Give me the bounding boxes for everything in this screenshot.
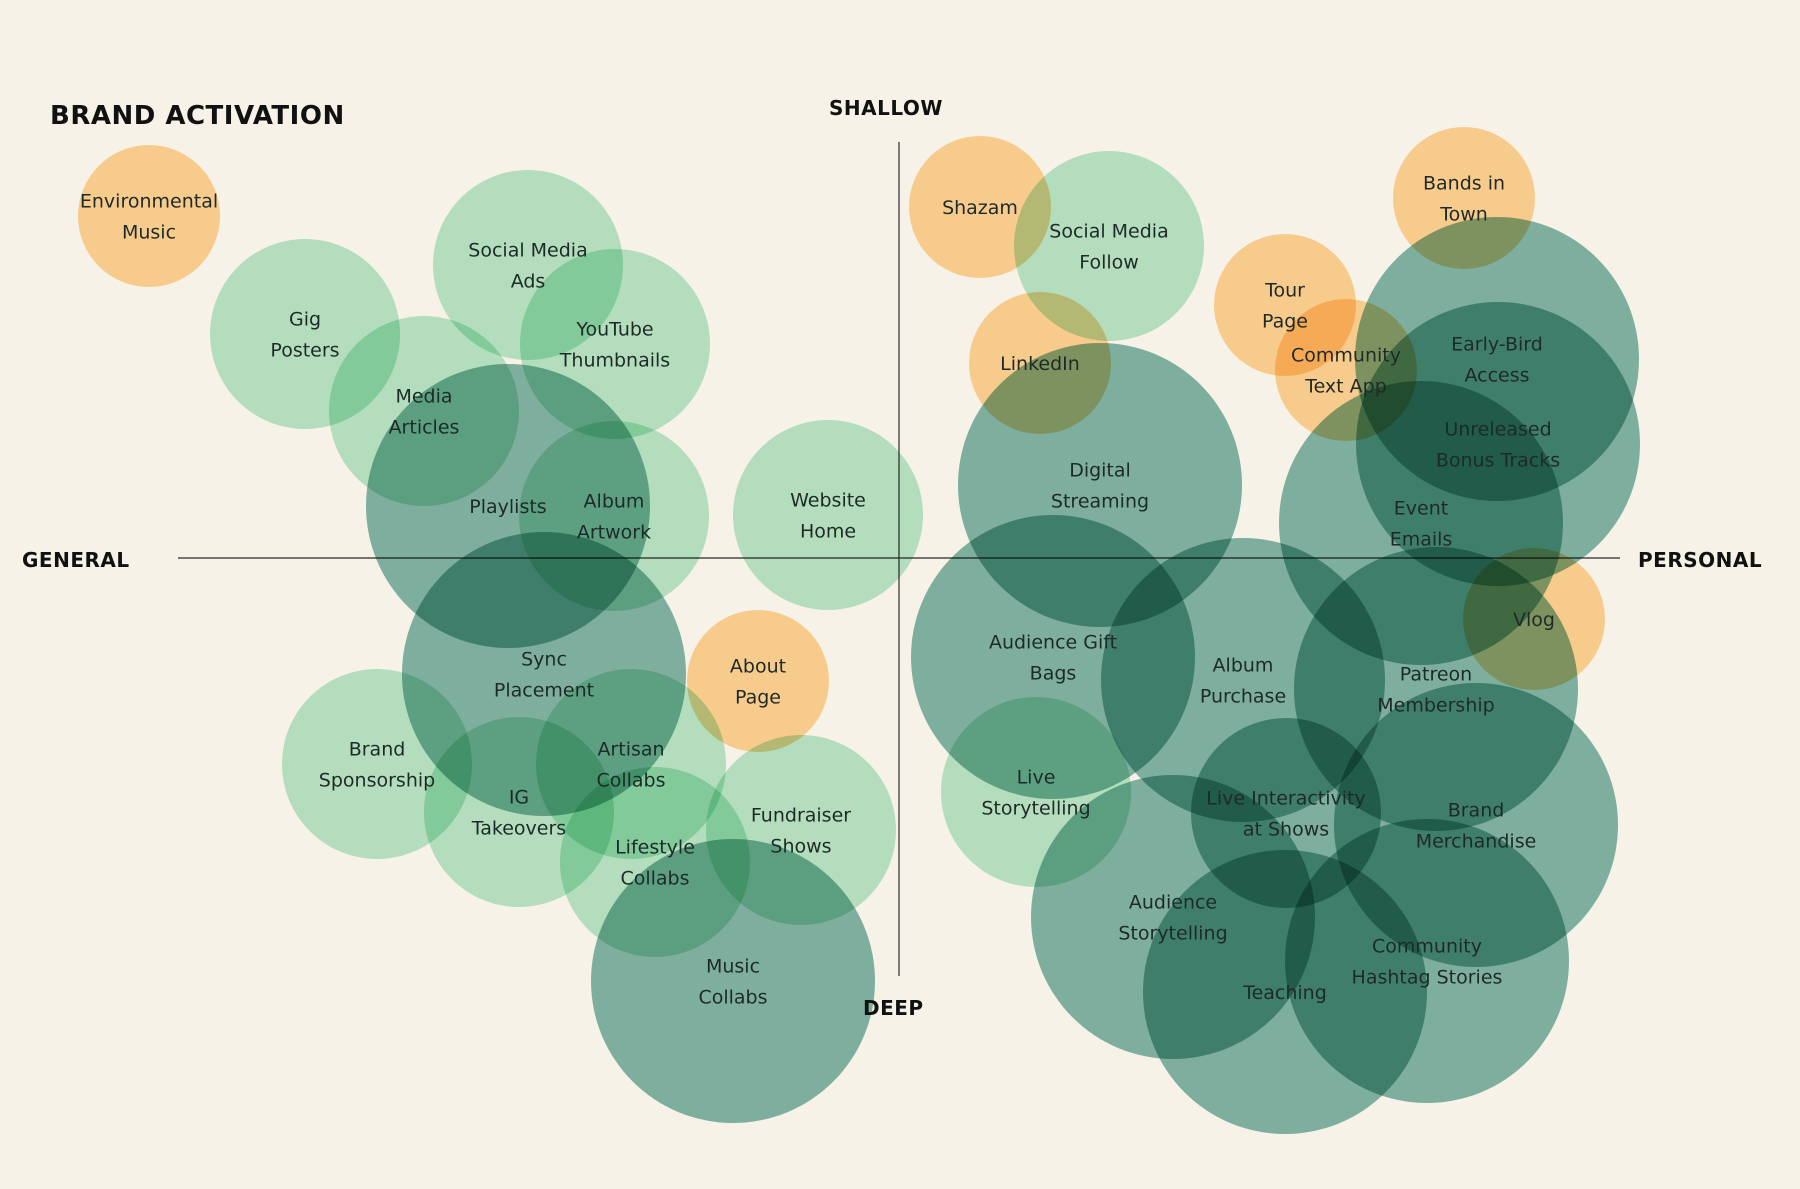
axis-label-shallow: SHALLOW [829, 96, 943, 120]
bubble-label-music-collabs: Music Collabs [698, 956, 767, 1009]
bubble-label-digital-streaming: Digital Streaming [1051, 460, 1149, 513]
bubble-label-early-bird-access: Early-Bird Access [1451, 334, 1543, 387]
bubble-label-event-emails: Event Emails [1390, 498, 1453, 551]
bubble-label-linkedin: LinkedIn [1000, 353, 1080, 375]
bubble-label-website-home: Website Home [790, 490, 866, 543]
bubble-label-youtube-thumbnails: YouTube Thumbnails [559, 319, 670, 372]
bubble-teaching [1143, 850, 1427, 1134]
bubble-label-shazam: Shazam [942, 197, 1018, 219]
bubble-label-artisan-collabs: Artisan Collabs [596, 739, 665, 792]
bubble-label-social-media-ads: Social Media Ads [468, 240, 587, 293]
bubble-label-playlists: Playlists [469, 496, 546, 518]
bubble-label-audience-storytelling: Audience Storytelling [1118, 892, 1227, 945]
bubble-label-fundraiser-shows: Fundraiser Shows [751, 805, 851, 858]
bubble-label-unreleased-bonus-tracks: Unreleased Bonus Tracks [1436, 419, 1560, 472]
bubble-music-collabs [591, 839, 875, 1123]
bubble-about-page [687, 610, 829, 752]
bubble-environmental-music [78, 145, 220, 287]
bubble-label-teaching: Teaching [1242, 982, 1327, 1004]
bubble-label-tour-page: Tour Page [1262, 280, 1308, 333]
bubble-label-lifestyle-collabs: Lifestyle Collabs [615, 837, 695, 890]
bubble-social-media-follow [1014, 151, 1204, 341]
bubble-label-gig-posters: Gig Posters [270, 309, 339, 362]
bubble-layer: Environmental Music Gig Posters Social Media… [78, 127, 1640, 1134]
bubble-label-brand-sponsorship: Brand Sponsorship [319, 739, 435, 792]
bubble-label-vlog: Vlog [1513, 609, 1555, 631]
bubble-label-community-hashtag-stories: Community Hashtag Stories [1352, 936, 1503, 989]
bubble-label-ig-takeovers: IG Takeovers [471, 787, 566, 840]
bubble-label-environmental-music: Environmental Music [80, 191, 218, 244]
axis-label-deep: DEEP [863, 996, 924, 1020]
bubble-label-album-purchase: Album Purchase [1200, 655, 1286, 708]
axis-label-personal: PERSONAL [1638, 548, 1763, 572]
bubble-label-live-interactivity-at-shows: Live Interactivity at Shows [1206, 788, 1365, 841]
axis-label-general: GENERAL [22, 548, 130, 572]
bubble-label-sync-placement: Sync Placement [494, 649, 594, 702]
bubble-website-home [733, 420, 923, 610]
bubble-label-audience-gift-bags: Audience Gift Bags [989, 632, 1117, 685]
bubble-label-community-text-app: Community Text App [1291, 345, 1401, 398]
bubble-label-patreon-membership: Patreon Membership [1377, 664, 1494, 717]
bubble-label-live-storytelling: Live Storytelling [981, 767, 1090, 820]
bubble-label-social-media-follow: Social Media Follow [1049, 221, 1168, 274]
page-title: BRAND ACTIVATION [50, 101, 345, 131]
bubble-label-media-articles: Media Articles [389, 386, 460, 439]
bubble-label-about-page: About Page [730, 656, 786, 709]
bubble-label-brand-merchandise: Brand Merchandise [1416, 800, 1537, 853]
bubble-label-bands-in-town: Bands in Town [1423, 173, 1505, 226]
bubble-label-album-artwork: Album Artwork [577, 491, 651, 544]
